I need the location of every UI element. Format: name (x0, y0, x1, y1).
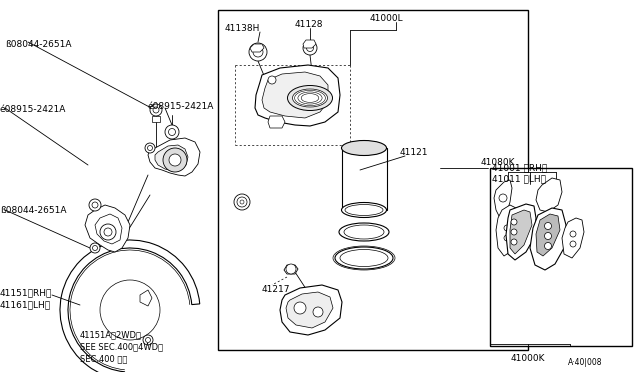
Circle shape (511, 229, 517, 235)
Polygon shape (510, 210, 532, 254)
Bar (342, 148, 387, 210)
Polygon shape (494, 180, 512, 218)
Circle shape (570, 241, 576, 247)
Polygon shape (280, 285, 342, 335)
Ellipse shape (342, 202, 387, 218)
Polygon shape (148, 138, 200, 176)
Circle shape (100, 224, 116, 240)
Polygon shape (536, 178, 562, 212)
Circle shape (307, 45, 314, 51)
Circle shape (286, 264, 296, 274)
Circle shape (165, 125, 179, 139)
Bar (218, 10, 528, 350)
Text: 41011 （LH）: 41011 （LH） (492, 174, 546, 183)
Circle shape (294, 302, 306, 314)
Circle shape (545, 243, 552, 250)
Circle shape (268, 76, 276, 84)
Circle shape (499, 194, 507, 202)
Text: SEE SEC.400（4WD）: SEE SEC.400（4WD） (80, 342, 163, 351)
Ellipse shape (340, 250, 388, 266)
Circle shape (545, 232, 552, 240)
Text: 41000K: 41000K (511, 354, 545, 363)
Circle shape (168, 128, 175, 135)
Ellipse shape (345, 205, 383, 215)
Circle shape (234, 194, 250, 210)
Polygon shape (562, 218, 584, 258)
Circle shape (100, 280, 160, 340)
Text: A·40|008: A·40|008 (568, 358, 602, 367)
Circle shape (92, 202, 98, 208)
Text: 41217: 41217 (262, 285, 291, 294)
Text: 41161（LH）: 41161（LH） (0, 300, 51, 309)
Text: 41128: 41128 (295, 20, 323, 29)
Circle shape (253, 47, 263, 57)
Circle shape (150, 104, 162, 116)
Circle shape (143, 335, 153, 345)
Text: 41138H: 41138H (225, 24, 260, 33)
Circle shape (93, 246, 97, 250)
Text: 41151（RH）: 41151（RH） (0, 288, 52, 297)
Circle shape (104, 228, 112, 236)
Polygon shape (250, 44, 264, 52)
Circle shape (153, 107, 159, 113)
Polygon shape (506, 204, 536, 260)
Circle shape (163, 148, 187, 172)
Text: 41080K: 41080K (481, 158, 515, 167)
Polygon shape (530, 208, 566, 270)
Circle shape (504, 235, 510, 241)
Wedge shape (60, 240, 200, 372)
Circle shape (240, 200, 244, 204)
Circle shape (313, 307, 323, 317)
Polygon shape (255, 65, 340, 126)
Text: 41000L: 41000L (370, 14, 404, 23)
Polygon shape (496, 205, 518, 256)
Circle shape (89, 199, 101, 211)
Polygon shape (95, 214, 122, 244)
Text: ß08044-2651A: ß08044-2651A (0, 206, 67, 215)
Polygon shape (262, 72, 328, 118)
Polygon shape (303, 40, 316, 48)
Polygon shape (140, 290, 152, 306)
Text: é08915-2421A: é08915-2421A (148, 102, 214, 111)
Circle shape (169, 154, 181, 166)
Circle shape (570, 231, 576, 237)
Ellipse shape (292, 89, 328, 107)
Circle shape (511, 219, 517, 225)
Circle shape (237, 197, 247, 207)
Text: SEC.400 参照: SEC.400 参照 (80, 354, 127, 363)
Polygon shape (284, 265, 298, 274)
Circle shape (147, 145, 152, 151)
Text: 41001 （RH）: 41001 （RH） (492, 163, 547, 172)
Ellipse shape (342, 141, 387, 155)
Text: ß08044-2651A: ß08044-2651A (5, 40, 72, 49)
Text: é08915-2421A: é08915-2421A (0, 105, 67, 114)
Text: 41121: 41121 (400, 148, 429, 157)
Circle shape (545, 222, 552, 230)
Circle shape (504, 225, 510, 231)
Polygon shape (85, 205, 130, 252)
Text: 41151A（2WD）: 41151A（2WD） (80, 330, 142, 339)
Bar (490, 168, 632, 346)
Polygon shape (286, 292, 333, 328)
Ellipse shape (335, 247, 393, 269)
Ellipse shape (344, 225, 384, 239)
Circle shape (145, 143, 155, 153)
Ellipse shape (287, 86, 333, 110)
Circle shape (90, 243, 100, 253)
Ellipse shape (339, 223, 389, 241)
Circle shape (303, 41, 317, 55)
Polygon shape (155, 145, 188, 171)
Circle shape (511, 239, 517, 245)
Polygon shape (536, 214, 560, 256)
Polygon shape (268, 116, 285, 128)
Polygon shape (152, 116, 160, 122)
Circle shape (249, 43, 267, 61)
Circle shape (145, 337, 150, 343)
